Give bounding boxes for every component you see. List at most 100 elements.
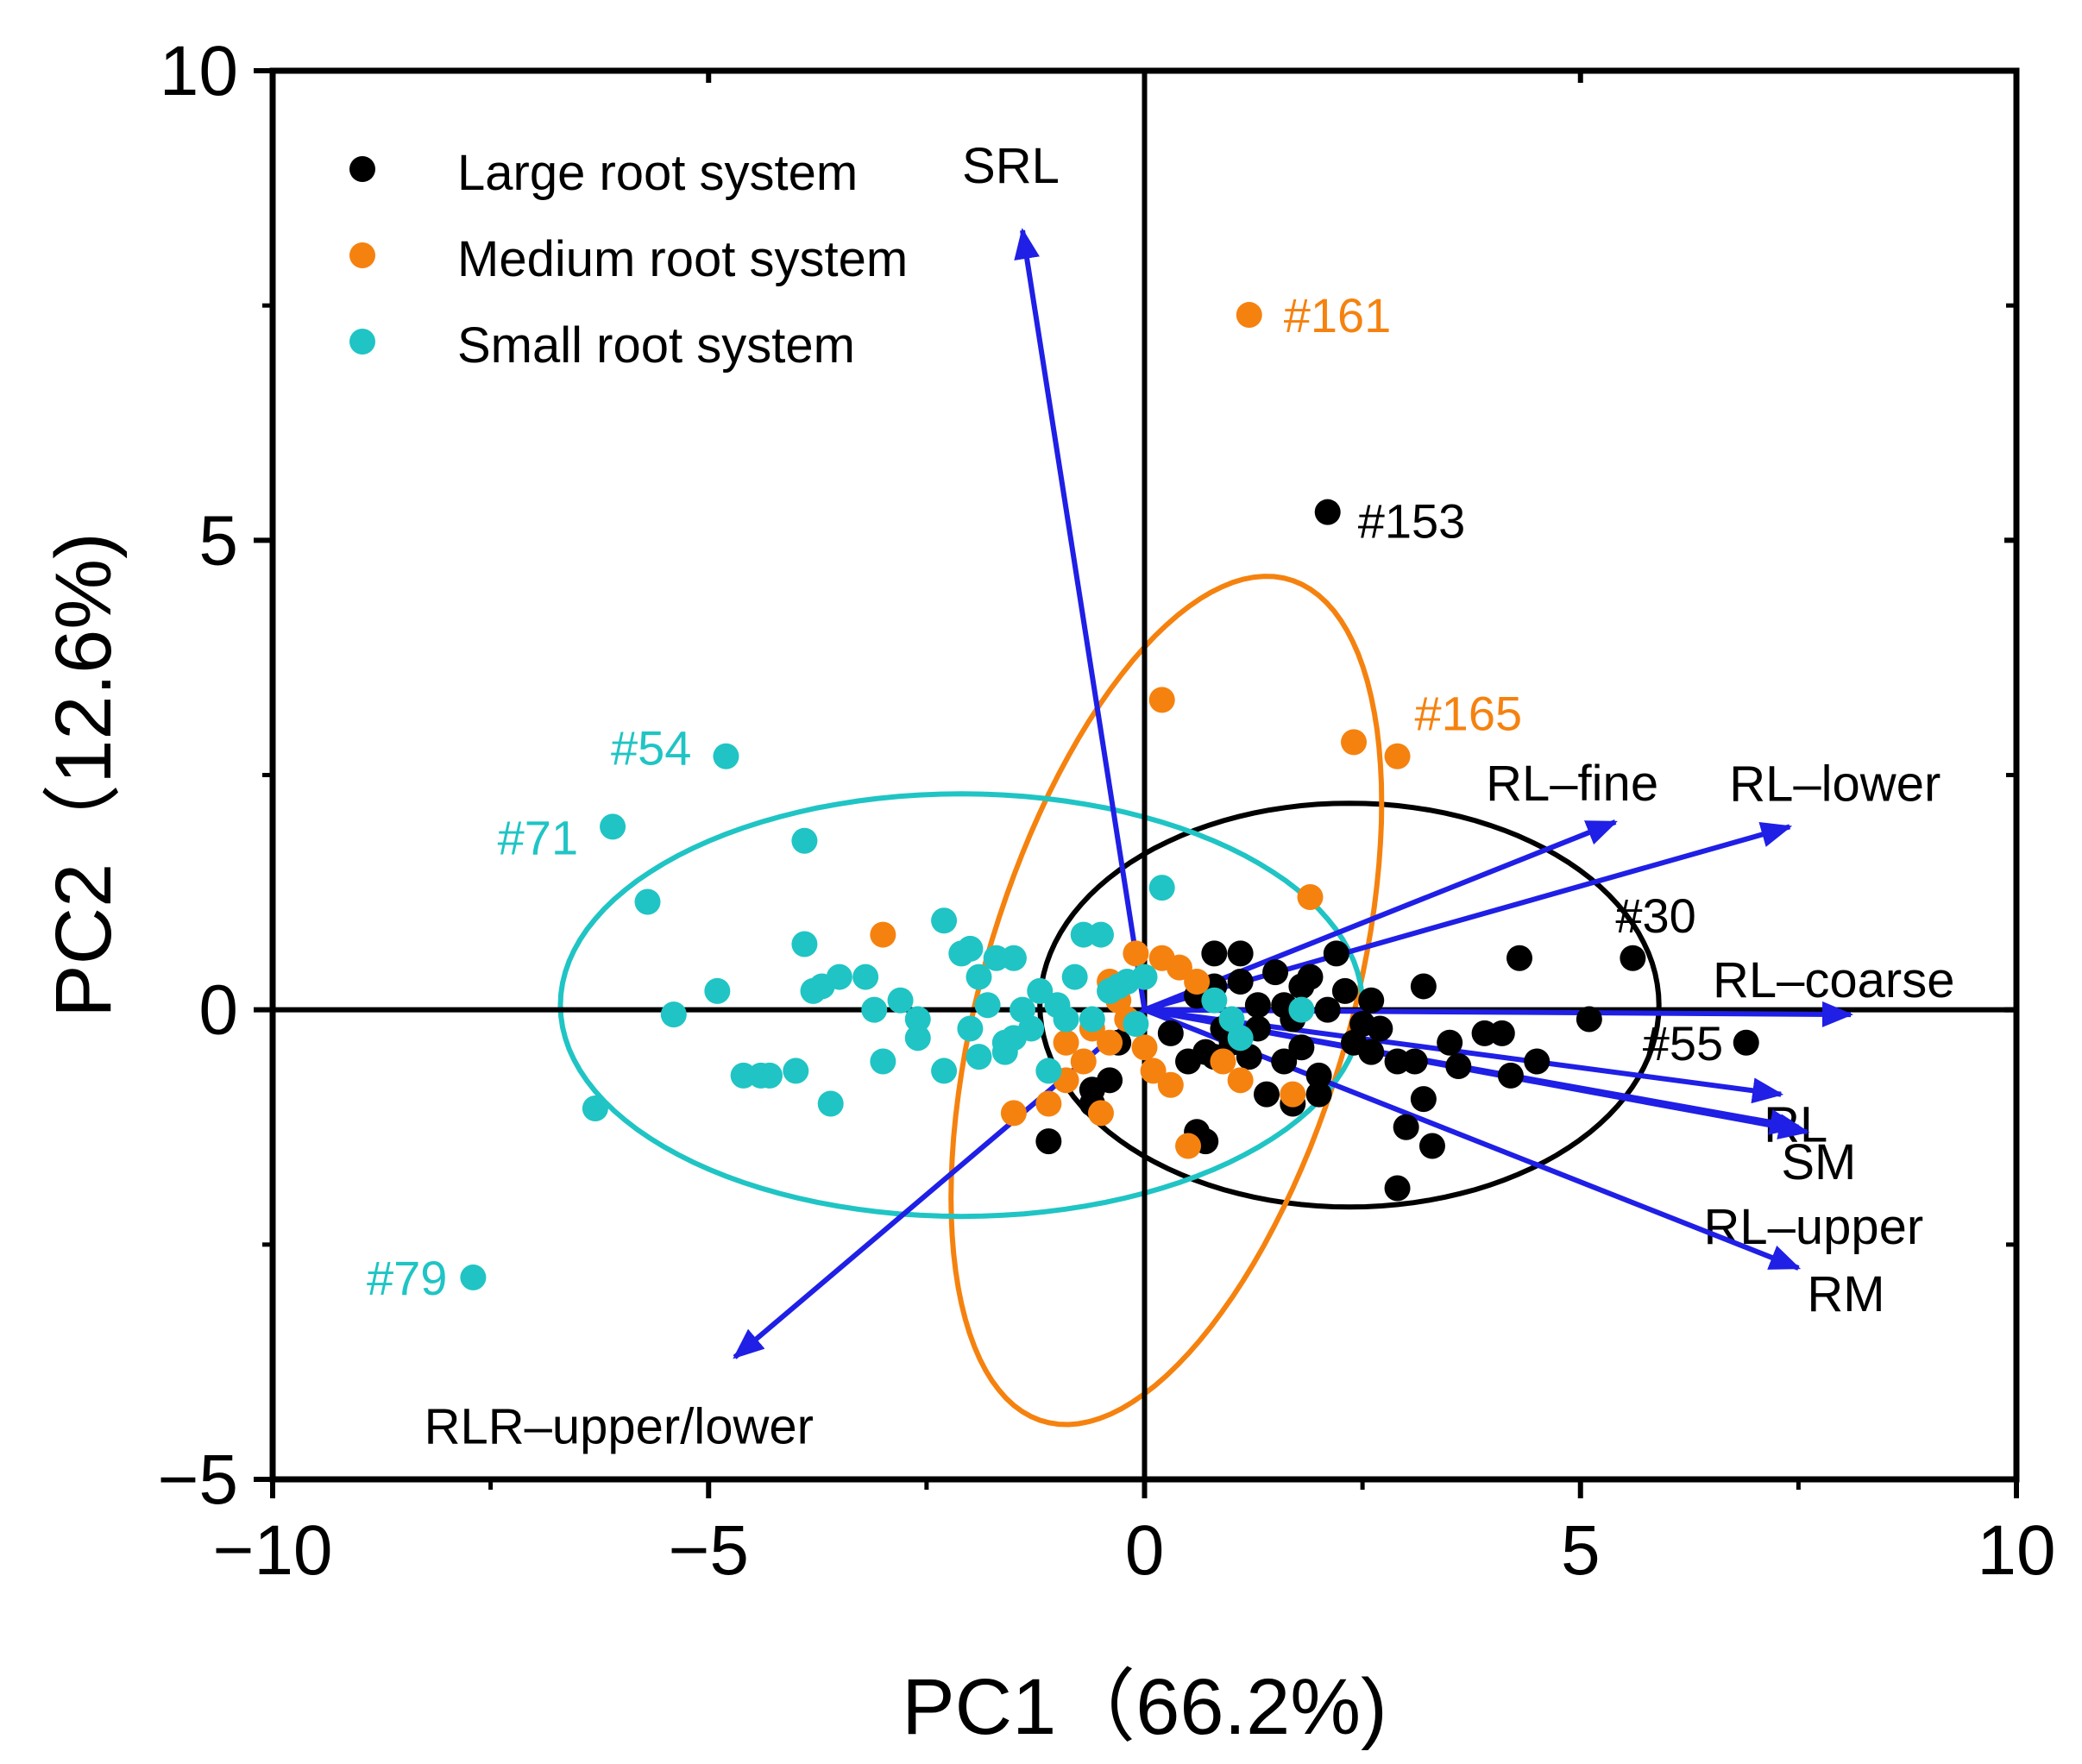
point-large-root-system-53 [1244,992,1271,1019]
point-large-root-system-23 [1271,1048,1298,1075]
point-small-root-system-2 [634,888,661,915]
annotations: #161 #153 #165 #54 #71 #30 #55 #79 [367,288,1723,1305]
point-small-root-system-25 [966,964,992,990]
point-small-root-system-3 [791,827,818,854]
point-small-root-system-30 [1000,945,1027,971]
loading-arrow-srl [1014,228,1148,1011]
x-tick-label-3: 5 [1561,1511,1601,1590]
point-large-root-system-52 [1314,996,1341,1023]
loading-label-sm: SM [1781,1134,1856,1190]
x-tick-label-4: 10 [1977,1511,2055,1590]
point-small-root-system-24 [957,935,984,962]
point-large-root-system-12 [1393,1114,1419,1140]
point-small-root-system-4 [460,1264,487,1290]
point-small-root-system-19 [870,1048,896,1075]
point-medium-root-system-8 [1123,940,1149,967]
point-large-root-system-20 [1305,1062,1332,1089]
point-large-root-system-49 [1437,1029,1463,1056]
point-large-root-system-1 [1620,945,1646,971]
point-small-root-system-11 [783,1058,809,1084]
point-large-root-system-6 [1497,1062,1524,1089]
point-small-root-system-38 [1148,875,1175,901]
legend-label-large-root-system: Large root system [457,145,858,201]
point-small-root-system-20 [887,987,914,1014]
point-small-root-system-26 [974,992,1001,1019]
confidence-ellipses [557,574,1662,1428]
point-large-root-system-46 [1297,964,1324,990]
point-small-root-system-7 [704,977,731,1004]
point-large-root-system-7 [1524,1048,1550,1075]
point-small-root-system-1 [600,813,626,840]
point-large-root-system-11 [1384,1175,1411,1202]
point-medium-root-system-1 [1384,743,1411,769]
point-label-161: #161 [1284,288,1392,342]
point-small-root-system-44 [1053,1006,1079,1033]
point-label-165: #165 [1415,687,1523,741]
point-small-root-system-41 [966,1044,992,1070]
y-tick-label-1: 0 [198,971,238,1050]
point-medium-root-system-16 [1035,1090,1062,1117]
point-small-root-system-55 [1010,996,1036,1023]
point-small-root-system-15 [826,964,852,990]
point-small-root-system-39 [1131,964,1158,990]
point-medium-root-system-14 [1157,1071,1184,1098]
y-axis-title: PC2（12.6%) [40,532,128,1017]
point-large-root-system-31 [1201,940,1228,967]
point-large-root-system-30 [1175,1048,1202,1075]
point-medium-root-system-18 [1175,1133,1202,1159]
legend-label-small-root-system: Small root system [457,317,855,374]
point-large-root-system-9 [1410,973,1437,1000]
point-large-root-system-32 [1227,940,1254,967]
point-medium-root-system-17 [1087,1100,1114,1127]
point-medium-root-system-26 [1131,1034,1158,1061]
ellipse-small-root-system [557,791,1366,1220]
point-medium-root-system-11 [1097,1029,1123,1056]
point-large-root-system-2 [1733,1029,1759,1056]
point-small-root-system-12 [791,931,818,957]
legend: Large root system Medium root system Small… [349,145,908,374]
x-axis-title: PC1（66.2%) [902,1663,1387,1751]
ellipse-large-root-system [1037,800,1662,1210]
point-medium-root-system-20 [1053,1029,1079,1056]
point-large-root-system-26 [1227,969,1254,995]
point-large-root-system-17 [1358,987,1385,1014]
y-tick-label-0: −5 [158,1441,239,1519]
point-large-root-system-14 [1445,1052,1472,1079]
point-small-root-system-33 [1061,964,1088,990]
point-small-root-system-51 [1201,987,1228,1014]
point-large-root-system-50 [1384,1048,1411,1075]
point-small-root-system-17 [817,1090,844,1117]
loading-label-rlr-upper-lower: RLR–upper/lower [425,1398,814,1454]
point-medium-root-system-19 [1000,1100,1027,1127]
point-large-root-system-55 [1035,1128,1062,1155]
point-medium-root-system-5 [870,921,896,948]
loading-label-rl-upper: RL–upper [1703,1199,1923,1255]
point-small-root-system-52 [1218,1006,1245,1033]
point-small-root-system-6 [660,1001,687,1028]
x-tick-label-0: −10 [212,1511,332,1590]
point-medium-root-system-21 [1184,969,1211,995]
point-large-root-system-15 [1410,1086,1437,1113]
point-label-79: #79 [367,1251,447,1305]
point-large-root-system-56 [1288,1034,1315,1061]
point-medium-root-system-12 [1070,1048,1097,1075]
point-medium-root-system-2 [1341,729,1368,756]
point-large-root-system-44 [1157,1020,1184,1046]
point-medium-root-system-3 [1148,687,1175,713]
point-small-root-system-49 [1288,996,1315,1023]
y-tick-label-3: 10 [160,32,238,110]
point-label-54: #54 [611,721,691,775]
point-medium-root-system-23 [1280,1081,1306,1108]
point-small-root-system-22 [931,907,958,934]
point-small-root-system-5 [582,1095,608,1121]
point-small-root-system-53 [1105,973,1132,1000]
loading-label-rl-lower: RL–lower [1729,756,1940,812]
point-small-root-system-40 [931,1058,958,1084]
point-medium-root-system-22 [1227,1067,1254,1094]
point-large-root-system-47 [1331,977,1358,1004]
point-medium-root-system-24 [1210,1048,1236,1075]
x-tick-label-1: −5 [669,1511,750,1590]
legend-marker-large-root-system [349,156,375,182]
point-label-153: #153 [1358,494,1466,549]
